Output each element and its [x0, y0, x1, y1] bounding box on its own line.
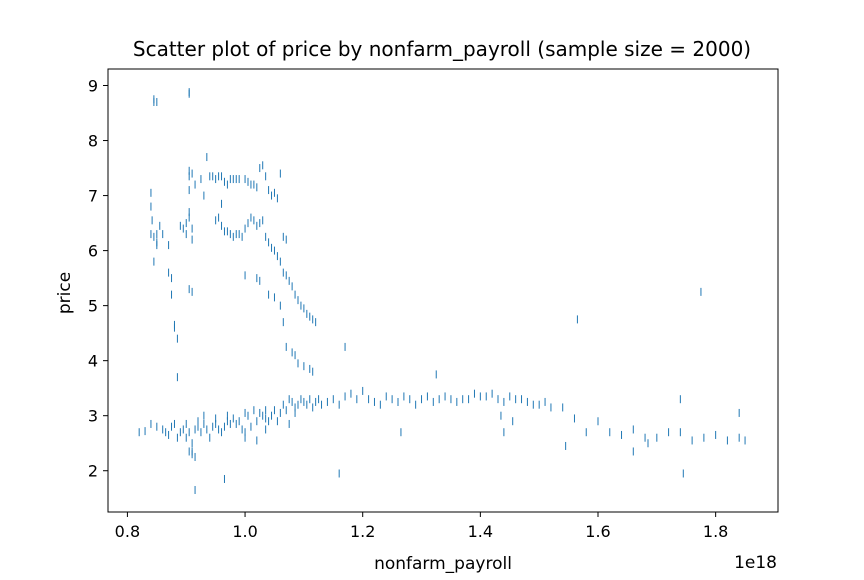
x-axis-label: nonfarm_payroll: [374, 554, 512, 574]
chart-title: Scatter plot of price by nonfarm_payroll…: [133, 37, 751, 61]
y-tick-label: 5: [88, 297, 98, 316]
y-tick-label: 9: [88, 77, 98, 96]
y-axis-label: price: [55, 272, 75, 314]
x-axis-offset-label: 1e18: [734, 553, 777, 573]
x-tick-label: 0.8: [115, 522, 140, 541]
y-tick-label: 7: [88, 187, 98, 206]
scatter-points: [138, 88, 746, 494]
y-tick-label: 4: [88, 352, 98, 371]
y-axis: 2 3 4 5 6 7 8 9: [88, 77, 108, 481]
x-tick-label: 1.4: [468, 522, 493, 541]
x-tick-label: 1.8: [703, 522, 728, 541]
y-tick-label: 3: [88, 407, 98, 426]
plot-frame: [107, 68, 779, 513]
y-tick-label: 6: [88, 242, 98, 261]
x-tick-label: 1.6: [585, 522, 610, 541]
x-axis: 0.8 1.0 1.2 1.4 1.6 1.8: [115, 512, 728, 541]
y-tick-label: 8: [88, 132, 98, 151]
x-tick-label: 1.0: [232, 522, 257, 541]
x-tick-label: 1.2: [350, 522, 375, 541]
y-tick-label: 2: [88, 462, 98, 481]
